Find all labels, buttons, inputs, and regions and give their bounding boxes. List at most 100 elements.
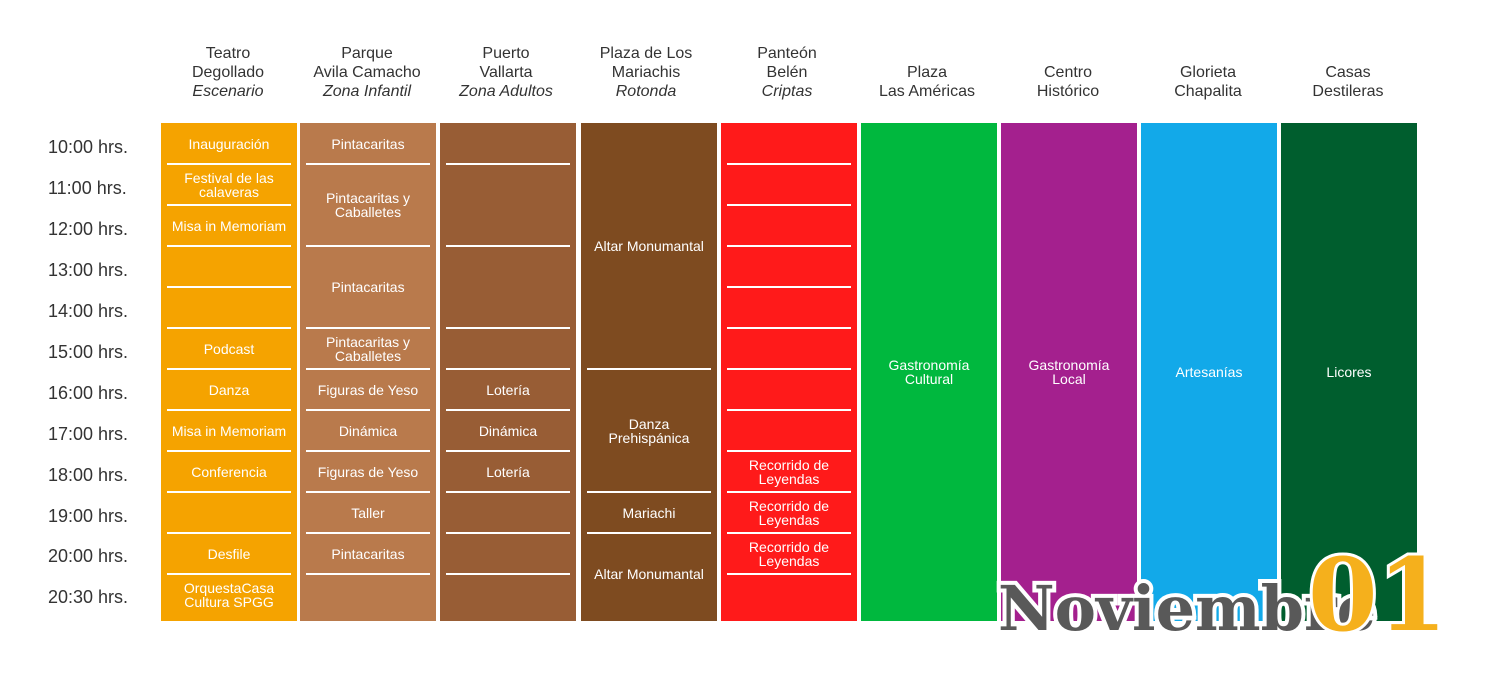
slot-divider [306, 327, 430, 329]
event-cell: Altar Monumantal [594, 238, 704, 254]
venue-name: Panteón [757, 45, 817, 62]
time-label: 20:30 hrs. [48, 587, 129, 607]
column-plaza-mariachis: Altar Monumantal Danza Prehispánica Mariac… [581, 123, 717, 621]
slot-divider [167, 245, 291, 247]
event-cell [161, 287, 297, 328]
slot-divider [727, 327, 851, 329]
event-cell: Misa in Memoriam [171, 422, 287, 439]
event-cell: Pintacaritas y Caballetes [325, 190, 411, 220]
slot-divider [167, 204, 291, 206]
event-cell: Misa in Memoriam [171, 217, 287, 234]
slot-divider [306, 245, 430, 247]
event-cell: Danza [208, 381, 250, 398]
time-label: 14:00 hrs. [48, 301, 129, 321]
venue-header-teatro: Teatro Degollado Escenario [158, 44, 298, 101]
venue-header-glorieta: Glorieta Chapalita [1138, 63, 1278, 101]
slot-divider [446, 491, 570, 493]
venue-name: Belén [766, 64, 808, 81]
slot-divider [167, 327, 291, 329]
slot-divider [727, 368, 851, 370]
venue-name: Histórico [1036, 83, 1100, 100]
slot-divider [306, 573, 430, 575]
slot-divider [306, 450, 430, 452]
event-cell [161, 246, 297, 287]
venue-header-centro: Centro Histórico [998, 63, 1138, 101]
event-cell [721, 574, 857, 615]
time-label: 19:00 hrs. [48, 506, 129, 526]
venue-area: Zona Infantil [322, 83, 412, 100]
event-cell: Recorrido de Leyendas [748, 456, 830, 487]
event-cell: Podcast [203, 340, 255, 357]
event-cell: OrquestaCasa Cultura SPGG [183, 579, 275, 610]
event-cell [721, 164, 857, 205]
venue-name: Glorieta [1179, 64, 1237, 81]
slot-divider [306, 532, 430, 534]
venue-header-plaza-mariachis: Plaza de Los Mariachis Rotonda [576, 44, 716, 101]
slot-divider [727, 573, 851, 575]
column-plaza-americas: Gastronomía Cultural [861, 123, 997, 621]
slot-divider [727, 204, 851, 206]
event-cell [721, 123, 857, 164]
venue-header-panteon: Panteón Belén Criptas [717, 44, 857, 101]
column-casas: Licores [1281, 123, 1417, 621]
noviembre-01-logo: Noviembre 01 [994, 533, 1450, 642]
venue-header-casas: Casas Destileras [1278, 63, 1418, 101]
slot-divider [727, 491, 851, 493]
venue-name: Plaza [906, 64, 948, 81]
venue-name: Destileras [1312, 83, 1384, 100]
event-cell: Altar Monumantal [594, 566, 704, 582]
event-cell [440, 246, 576, 328]
event-cell: Dinámica [338, 422, 398, 439]
venue-name: Mariachis [611, 64, 681, 81]
time-label: 18:00 hrs. [48, 465, 129, 485]
event-cell [440, 492, 576, 533]
slot-divider [446, 450, 570, 452]
time-label: 11:00 hrs. [48, 178, 127, 198]
slot-divider [306, 491, 430, 493]
event-cell: Recorrido de Leyendas [748, 497, 830, 528]
time-label: 20:00 hrs. [48, 546, 129, 566]
slot-divider [306, 409, 430, 411]
event-cell: Pintacaritas [331, 545, 405, 562]
event-cell: Recorrido de Leyendas [748, 538, 830, 569]
event-cell: Pintacaritas [331, 135, 405, 152]
venue-name: Avila Camacho [313, 64, 421, 81]
venue-name: Las Américas [878, 83, 976, 100]
event-cell [440, 328, 576, 369]
event-cell [721, 246, 857, 287]
slot-divider [727, 163, 851, 165]
venue-area: Rotonda [615, 83, 677, 100]
event-cell [440, 574, 576, 615]
slot-divider [587, 368, 711, 370]
slot-divider [727, 245, 851, 247]
event-cell: Festival de las calaveras [184, 169, 274, 200]
column-puerto: Lotería Dinámica Lotería [440, 123, 576, 621]
event-cell [300, 574, 436, 615]
column-teatro: Inauguración Festival de las calaveras Mis… [161, 123, 297, 621]
event-cell: Danza Prehispánica [608, 415, 690, 446]
event-cell: Inauguración [188, 135, 270, 152]
time-label: 10:00 hrs. [48, 137, 129, 157]
slot-divider [446, 368, 570, 370]
slot-divider [727, 532, 851, 534]
time-label: 12:00 hrs. [48, 219, 129, 239]
event-cell: Mariachi [622, 504, 676, 521]
slot-divider [167, 163, 291, 165]
venue-name: Centro [1043, 64, 1093, 81]
event-cell: Figuras de Yeso [317, 381, 419, 398]
slot-divider [167, 286, 291, 288]
slot-divider [727, 286, 851, 288]
venue-name: Vallarta [479, 64, 533, 81]
event-cell [721, 410, 857, 451]
event-cell: Lotería [486, 381, 530, 398]
event-block: Gastronomía Cultural [888, 357, 970, 387]
venue-area: Criptas [761, 83, 813, 100]
event-cell [721, 287, 857, 328]
venue-name: Puerto [482, 45, 530, 62]
slot-divider [727, 409, 851, 411]
event-cell [440, 123, 576, 164]
time-label: 15:00 hrs. [48, 342, 129, 362]
slot-divider [446, 409, 570, 411]
venue-header-plaza-americas: Plaza Las Américas [857, 63, 997, 101]
venue-name: Parque [341, 45, 393, 62]
